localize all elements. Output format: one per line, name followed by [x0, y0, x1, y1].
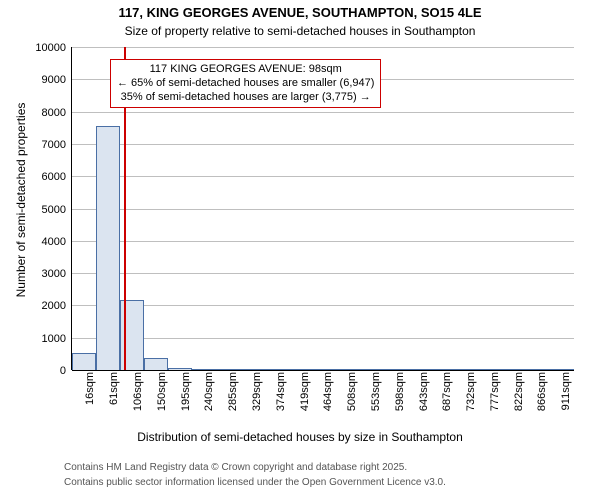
- x-tick-label: 16sqm: [84, 372, 96, 405]
- footer-line2: Contains public sector information licen…: [64, 477, 600, 488]
- annotation-line3: 35% of semi-detached houses are larger (…: [117, 91, 374, 105]
- histogram-bar: [144, 358, 168, 370]
- histogram-bar: [72, 353, 96, 370]
- x-tick-label: 240sqm: [203, 372, 215, 411]
- y-tick-label: 2000: [0, 300, 66, 312]
- x-tick-label: 866sqm: [536, 372, 548, 411]
- y-tick-label: 9000: [0, 74, 66, 86]
- x-tick-label: 374sqm: [275, 372, 287, 411]
- x-axis-label: Distribution of semi-detached houses by …: [0, 430, 600, 444]
- x-tick-label: 464sqm: [322, 372, 334, 411]
- chart-title: 117, KING GEORGES AVENUE, SOUTHAMPTON, S…: [0, 5, 600, 20]
- x-tick-label: 195sqm: [180, 372, 192, 411]
- y-tick-label: 8000: [0, 107, 66, 119]
- x-tick-label: 687sqm: [441, 372, 453, 411]
- x-tick-label: 150sqm: [156, 372, 168, 411]
- x-tick-label: 285sqm: [227, 372, 239, 411]
- x-tick-label: 61sqm: [108, 372, 120, 405]
- x-axis-ticks: 16sqm 61sqm 106sqm 150sqm 195sqm 240sqm 285sqm…: [72, 370, 574, 430]
- x-tick-label: 911sqm: [560, 372, 572, 410]
- x-tick-label: 732sqm: [465, 372, 477, 411]
- x-tick-label: 822sqm: [513, 372, 525, 411]
- chart-subtitle: Size of property relative to semi-detach…: [0, 24, 600, 38]
- x-tick-label: 419sqm: [299, 372, 311, 411]
- y-tick-label: 0: [0, 365, 66, 377]
- x-tick-label: 777sqm: [489, 372, 501, 411]
- chart-container: 117, KING GEORGES AVENUE, SOUTHAMPTON, S…: [0, 0, 600, 500]
- y-tick-label: 10000: [0, 42, 66, 54]
- y-tick-label: 7000: [0, 139, 66, 151]
- annotation-line2: ← 65% of semi-detached houses are smalle…: [117, 77, 374, 91]
- annotation-box: 117 KING GEORGES AVENUE: 98sqm ← 65% of …: [110, 59, 381, 108]
- y-tick-label: 6000: [0, 171, 66, 183]
- x-tick-label: 329sqm: [251, 372, 263, 411]
- x-tick-label: 553sqm: [370, 372, 382, 411]
- annotation-line1: 117 KING GEORGES AVENUE: 98sqm: [117, 63, 374, 77]
- histogram-bar: [96, 126, 120, 370]
- x-tick-label: 643sqm: [418, 372, 430, 411]
- y-tick-label: 5000: [0, 204, 66, 216]
- y-axis-line: [71, 47, 72, 370]
- x-tick-label: 598sqm: [394, 372, 406, 411]
- footer-line1: Contains HM Land Registry data © Crown c…: [64, 462, 600, 473]
- x-tick-label: 106sqm: [132, 372, 144, 411]
- x-tick-label: 508sqm: [346, 372, 358, 411]
- y-tick-label: 3000: [0, 268, 66, 280]
- y-tick-label: 4000: [0, 236, 66, 248]
- y-tick-label: 1000: [0, 333, 66, 345]
